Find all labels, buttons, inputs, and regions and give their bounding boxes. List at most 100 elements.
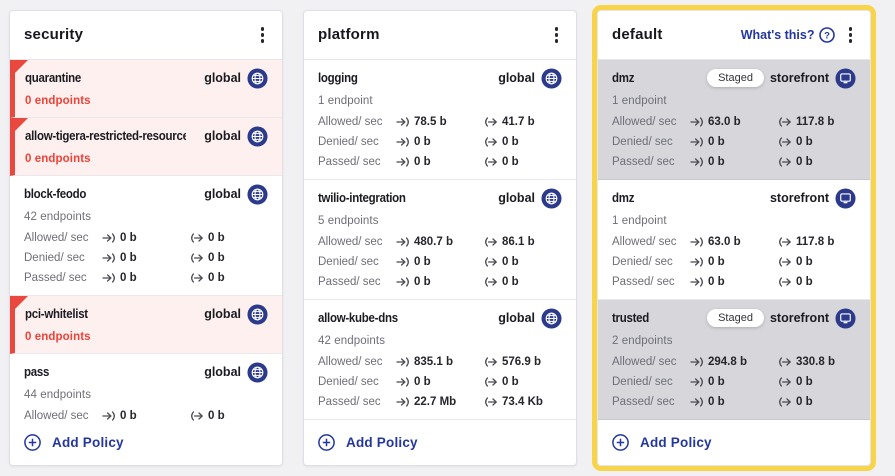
stat-row: Denied/ sec 0 b 0 b <box>612 375 856 389</box>
scope-icon <box>247 361 268 383</box>
stat-ingress: 63.0 b <box>690 115 778 129</box>
ingress-arrow-icon <box>690 236 704 247</box>
policy-name: logging <box>318 71 358 85</box>
policy-meta: global <box>498 67 562 89</box>
ingress-arrow-icon <box>396 396 410 407</box>
policy-card[interactable]: quarantine global 0 endpoints <box>10 59 282 118</box>
stat-row: Allowed/ sec 63.0 b 117.8 b <box>612 235 856 249</box>
stat-ingress-value: 0 b <box>414 255 431 268</box>
endpoint-count: 42 endpoints <box>24 210 92 223</box>
stat-egress: 0 b <box>778 155 813 169</box>
stat-label: Allowed/ sec <box>612 115 677 128</box>
stat-egress: 0 b <box>484 275 519 289</box>
egress-arrow-icon <box>484 356 498 367</box>
policy-card-header: block-feodo global <box>24 183 268 205</box>
stat-ingress-value: 0 b <box>708 135 725 148</box>
stat-egress: 0 b <box>484 255 519 269</box>
egress-arrow-icon <box>484 136 498 147</box>
policy-card-header: pci-whitelist global <box>25 303 268 325</box>
policy-card[interactable]: twilio-integration global 5 endpoints Al… <box>304 179 576 300</box>
stat-ingress: 0 b <box>102 409 190 423</box>
egress-arrow-icon <box>778 376 792 387</box>
kebab-menu-icon[interactable] <box>257 24 269 46</box>
add-policy-button[interactable]: Add Policy <box>318 434 418 451</box>
policy-scope-label: storefront <box>769 191 829 205</box>
policy-card[interactable]: trusted storefront <box>598 419 870 426</box>
whats-this-link[interactable]: What's this? ? <box>741 26 835 43</box>
stat-ingress-value: 0 b <box>120 409 137 422</box>
policy-card[interactable]: logging global 1 endpoint Allowed/ sec 7… <box>304 59 576 180</box>
policy-card-header: trusted Staged storefront <box>612 307 856 329</box>
stat-label: Passed/ sec <box>612 275 675 288</box>
stat-ingress: 835.1 b <box>396 355 484 369</box>
stat-egress: 117.8 b <box>778 115 834 129</box>
policy-name: trusted <box>612 311 650 325</box>
stat-ingress: 63.0 b <box>690 235 778 249</box>
policy-card-header: dmz Staged storefront <box>612 67 856 89</box>
stat-ingress: 294.8 b <box>690 355 778 369</box>
egress-arrow-icon <box>778 156 792 167</box>
stat-label: Passed/ sec <box>318 155 381 168</box>
stat-egress: 86.1 b <box>484 235 535 249</box>
policy-name: dmz <box>612 191 635 205</box>
stat-ingress-value: 0 b <box>120 231 137 244</box>
policy-card[interactable]: trusted Staged storefront 2 endpoints Al… <box>598 299 870 420</box>
stat-row: Allowed/ sec 294.8 b 330.8 b <box>612 355 856 369</box>
policy-name: quarantine <box>25 71 82 85</box>
kebab-menu-icon[interactable] <box>845 24 857 46</box>
stat-egress-value: 0 b <box>796 155 813 168</box>
traffic-stats: Allowed/ sec 78.5 b 41.7 b Denied/ sec <box>318 115 562 169</box>
policy-scope-label: global <box>204 365 241 379</box>
stat-egress-value: 0 b <box>796 255 813 268</box>
traffic-stats: Allowed/ sec 835.1 b 576.9 b Denied/ sec <box>318 355 562 409</box>
policy-scope-label: storefront <box>769 311 829 325</box>
add-policy-button[interactable]: Add Policy <box>24 434 124 451</box>
policy-meta: Staged storefront <box>707 307 856 329</box>
ingress-arrow-icon <box>690 256 704 267</box>
stat-egress-value: 0 b <box>796 375 813 388</box>
stat-ingress-value: 0 b <box>708 375 725 388</box>
stat-row: Denied/ sec 0 b 0 b <box>612 255 856 269</box>
stat-egress: 0 b <box>484 375 519 389</box>
stat-ingress-value: 63.0 b <box>708 235 741 248</box>
stat-row: Passed/ sec 0 b 0 b <box>612 155 856 169</box>
policy-card[interactable]: dmz Staged storefront 1 endpoint Allowed… <box>598 59 870 180</box>
stat-ingress: 0 b <box>102 271 190 285</box>
policy-board: security ? quarantine global <box>9 10 871 466</box>
ingress-arrow-icon <box>690 376 704 387</box>
stat-ingress: 78.5 b <box>396 115 484 129</box>
policy-card[interactable]: dmz storefront 1 endpoint Allowed/ sec 6… <box>598 179 870 300</box>
policy-meta: global <box>204 67 268 89</box>
egress-arrow-icon <box>484 256 498 267</box>
stat-egress: 330.8 b <box>778 355 835 369</box>
ingress-arrow-icon <box>396 156 410 167</box>
policy-card[interactable]: allow-kube-dns global 42 endpoints Allow… <box>304 299 576 420</box>
stat-ingress: 480.7 b <box>396 235 484 249</box>
plus-circle-icon <box>318 434 335 451</box>
policy-card[interactable]: pass global 44 endpoints Allowed/ sec 0 … <box>10 353 282 426</box>
policy-card[interactable]: block-feodo global 42 endpoints Allowed/… <box>10 175 282 296</box>
add-policy-label: Add Policy <box>346 435 418 450</box>
stat-label: Allowed/ sec <box>24 231 89 244</box>
ingress-arrow-icon <box>396 236 410 247</box>
egress-arrow-icon <box>778 256 792 267</box>
stat-egress: 41.7 b <box>484 115 535 129</box>
add-policy-label: Add Policy <box>640 435 712 450</box>
policy-card[interactable]: allow-tigera-restricted-resources global… <box>10 117 282 176</box>
stat-egress-value: 117.8 b <box>796 115 835 128</box>
kebab-menu-icon[interactable] <box>551 24 563 46</box>
policy-name: dmz <box>612 71 635 85</box>
stat-ingress-value: 0 b <box>414 275 431 288</box>
egress-arrow-icon <box>778 276 792 287</box>
policy-meta: Staged storefront <box>707 67 856 89</box>
policy-card[interactable]: pci-whitelist global 0 endpoints <box>10 295 282 354</box>
stat-ingress-value: 0 b <box>414 375 431 388</box>
add-policy-button[interactable]: Add Policy <box>612 434 712 451</box>
stat-ingress: 0 b <box>690 275 778 289</box>
stat-ingress: 0 b <box>102 231 190 245</box>
stat-ingress-value: 63.0 b <box>708 115 741 128</box>
stat-egress: 0 b <box>484 155 519 169</box>
stat-label: Denied/ sec <box>318 135 379 148</box>
stat-ingress-value: 78.5 b <box>414 115 447 128</box>
stat-row: Allowed/ sec 0 b 0 b <box>24 409 268 423</box>
